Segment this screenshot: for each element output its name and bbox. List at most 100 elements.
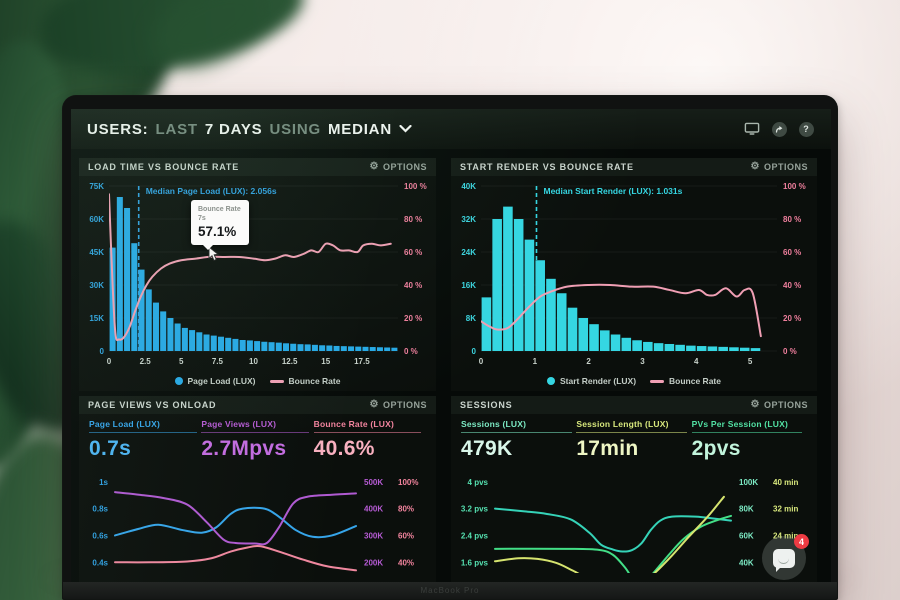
svg-text:Median Start Render (LUX): 1.0: Median Start Render (LUX): 1.031s [543, 186, 682, 196]
svg-text:500K: 500K [364, 478, 383, 487]
svg-text:15K: 15K [89, 314, 104, 323]
svg-text:1s: 1s [99, 478, 108, 487]
legend-item[interactable]: Bounce Rate [650, 376, 721, 386]
metric-value: 0.7s [89, 437, 132, 460]
panel-page-views: PAGE VIEWS VS ONLOAD ⚙ OPTIONS Page Load… [79, 396, 436, 583]
options-button[interactable]: ⚙ OPTIONS [369, 399, 427, 411]
metric-underline [461, 432, 572, 433]
page-views-chart[interactable]: 1s 500K 100% 0.8s 400K 80% 0.6s 300K 60% 0.4s 200K… [79, 470, 436, 583]
legend-label: Page Load (LUX) [187, 376, 256, 386]
legend-line [650, 379, 665, 383]
metric-value: 2.7Mpvs [201, 437, 287, 460]
metric-sessions: Sessions (LUX) 479K [461, 419, 576, 470]
chat-widget-button[interactable]: 4 [762, 534, 809, 580]
svg-text:40%: 40% [398, 558, 414, 567]
dashboard-header: USERS: LAST 7 DAYS USING MEDIAN [71, 109, 831, 149]
header-segment: 7 DAYS [204, 120, 263, 138]
svg-text:5: 5 [748, 357, 753, 366]
laptop-bezel: MacBook Pro [63, 582, 837, 599]
svg-text:80 %: 80 % [783, 215, 801, 224]
start-render-chart[interactable]: 40K 100 % 32K 80 % 24K 60 % 16K 40 % 8K 20 % 0 0 % 0… [451, 176, 817, 371]
chart-area: 4 pvs 100K 40 min 3.2 pvs 80K 32 min 2.4 pvs 60… [451, 470, 817, 583]
svg-text:60 %: 60 % [404, 248, 422, 257]
svg-text:100K: 100K [739, 478, 758, 487]
panel-header: START RENDER VS BOUNCE RATE ⚙ OPTIONS [451, 158, 817, 176]
svg-text:0 %: 0 % [783, 347, 797, 356]
chat-bubble-icon [773, 548, 795, 572]
svg-text:5: 5 [179, 357, 184, 366]
legend-item[interactable]: Start Render (LUX) [546, 376, 637, 386]
options-label: OPTIONS [763, 400, 808, 410]
metric-row: Sessions (LUX) 479K Session Length (LUX)… [451, 414, 817, 470]
svg-text:200K: 200K [364, 558, 383, 567]
metric-underline [89, 432, 197, 433]
svg-text:80%: 80% [398, 505, 414, 514]
chart-area: 40K 100 % 32K 80 % 24K 60 % 16K 40 % 8K 20 % 0 0 % 0… [451, 176, 817, 391]
metric-label: Page Views (LUX) [201, 419, 277, 429]
options-label: OPTIONS [382, 400, 427, 410]
header-segment: USERS: [87, 120, 149, 138]
svg-text:400K: 400K [364, 505, 383, 514]
svg-text:0.8s: 0.8s [92, 505, 108, 514]
chart-legend: Page Load (LUX) Bounce Rate [79, 371, 436, 391]
date-range-dropdown[interactable]: USERS: LAST 7 DAYS USING MEDIAN [87, 121, 412, 138]
legend-dot [174, 377, 183, 385]
metric-row: Page Load (LUX) 0.7s Page Views (LUX) 2.… [79, 414, 436, 470]
svg-text:4: 4 [694, 357, 699, 366]
svg-text:2.5: 2.5 [140, 357, 152, 366]
legend-label: Start Render (LUX) [559, 376, 637, 386]
sessions-chart[interactable]: 4 pvs 100K 40 min 3.2 pvs 80K 32 min 2.4 pvs 60… [451, 470, 817, 583]
metric-value: 2pvs [691, 437, 741, 460]
load-time-chart[interactable]: 75K 100 % 60K 80 % 45K 60 % 30K 40 % 15K 20 % 0 0 %… [79, 176, 436, 371]
svg-text:40K: 40K [461, 182, 476, 191]
svg-text:60 %: 60 % [783, 248, 801, 257]
display-icon[interactable] [743, 121, 761, 137]
metric-value: 40.6% [313, 437, 375, 460]
svg-text:Median Page Load (LUX): 2.056s: Median Page Load (LUX): 2.056s [146, 186, 277, 196]
svg-text:40 min: 40 min [773, 478, 798, 487]
legend-item[interactable]: Page Load (LUX) [174, 376, 256, 386]
svg-text:4 pvs: 4 pvs [468, 478, 489, 487]
svg-text:15: 15 [321, 357, 330, 366]
header-segment: USING [269, 120, 321, 138]
panel-grid: LOAD TIME VS BOUNCE RATE ⚙ OPTIONS 75K 10… [71, 149, 831, 584]
options-button[interactable]: ⚙ OPTIONS [750, 399, 808, 411]
options-label: OPTIONS [382, 162, 427, 172]
svg-text:24K: 24K [461, 248, 476, 257]
svg-text:20 %: 20 % [404, 314, 422, 323]
gear-icon: ⚙ [750, 399, 760, 410]
svg-text:100 %: 100 % [783, 182, 806, 191]
legend-label: Bounce Rate [669, 376, 721, 386]
mouse-cursor-icon [208, 247, 219, 262]
svg-text:40 %: 40 % [404, 281, 422, 290]
gear-icon: ⚙ [369, 399, 379, 410]
metric-page-views: Page Views (LUX) 2.7Mpvs [201, 419, 313, 470]
panel-title: START RENDER VS BOUNCE RATE [460, 162, 634, 172]
svg-text:8K: 8K [466, 314, 476, 323]
svg-text:75K: 75K [89, 182, 104, 191]
chart-tooltip: Bounce Rate 7s 57.1% [191, 200, 249, 262]
options-button[interactable]: ⚙ OPTIONS [370, 162, 427, 173]
svg-text:80 %: 80 % [404, 215, 422, 224]
svg-text:30K: 30K [89, 281, 104, 290]
metric-label: Session Length (LUX) [576, 419, 669, 429]
dashboard-screen: USERS: LAST 7 DAYS USING MEDIAN [71, 109, 831, 584]
svg-text:32 min: 32 min [773, 505, 798, 514]
svg-text:0.4s: 0.4s [92, 558, 108, 567]
header-segment: MEDIAN [327, 120, 392, 138]
panel-start-render: START RENDER VS BOUNCE RATE ⚙ OPTIONS 40… [451, 158, 817, 391]
metric-pvs-per-session: PVs Per Session (LUX) 2pvs [691, 419, 807, 470]
svg-text:20 %: 20 % [783, 314, 801, 323]
svg-text:60K: 60K [89, 215, 104, 224]
share-icon[interactable] [770, 121, 788, 137]
legend-item[interactable]: Bounce Rate [269, 376, 340, 386]
metric-bounce-rate: Bounce Rate (LUX) 40.6% [313, 419, 426, 470]
help-icon[interactable]: ? [797, 121, 815, 137]
options-button[interactable]: ⚙ OPTIONS [751, 162, 808, 173]
options-label: OPTIONS [763, 162, 808, 172]
svg-text:100%: 100% [398, 478, 418, 487]
svg-text:16K: 16K [461, 281, 476, 290]
svg-text:7.5: 7.5 [212, 357, 224, 366]
svg-text:17.5: 17.5 [354, 357, 370, 366]
tooltip-value: 57.1% [198, 224, 237, 240]
